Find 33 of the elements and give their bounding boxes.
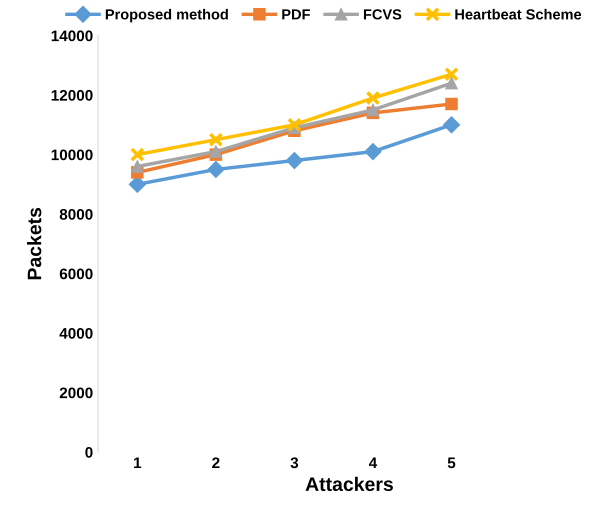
y-tick-label: 4000 — [59, 328, 93, 339]
point — [445, 98, 458, 110]
x-tick-label: 3 — [290, 457, 298, 468]
x-tick-label: 2 — [212, 457, 220, 468]
y-tick-label: 2000 — [60, 387, 93, 398]
point — [366, 104, 380, 116]
point — [207, 160, 224, 178]
point — [131, 160, 144, 173]
point — [442, 116, 460, 134]
point — [208, 132, 224, 147]
legend-label: Heartbeat Scheme — [455, 8, 582, 20]
point — [445, 76, 458, 90]
x-tick-label: 1 — [134, 458, 142, 468]
point — [444, 66, 459, 82]
point — [130, 147, 145, 162]
legend-label: PDF — [282, 9, 310, 20]
point — [364, 143, 382, 160]
y-tick-label: 8000 — [60, 208, 93, 220]
x-axis-title: Attackers — [306, 476, 393, 492]
point — [286, 152, 303, 170]
x-tick-label: 5 — [448, 458, 456, 468]
y-tick-label: 10000 — [52, 149, 93, 160]
y-tick-label: 6000 — [60, 268, 93, 280]
y-axis-title: Packets — [27, 208, 42, 280]
point — [287, 118, 302, 132]
y-tick-label: 12000 — [52, 90, 93, 101]
legend-label: FCVS — [364, 9, 402, 20]
point — [366, 90, 380, 106]
y-tick-label: 14000 — [52, 30, 93, 42]
y-tick-label: 0 — [85, 446, 93, 458]
x-tick-label: 4 — [368, 458, 378, 468]
legend-label: Proposed method — [106, 8, 228, 22]
point — [210, 145, 222, 158]
